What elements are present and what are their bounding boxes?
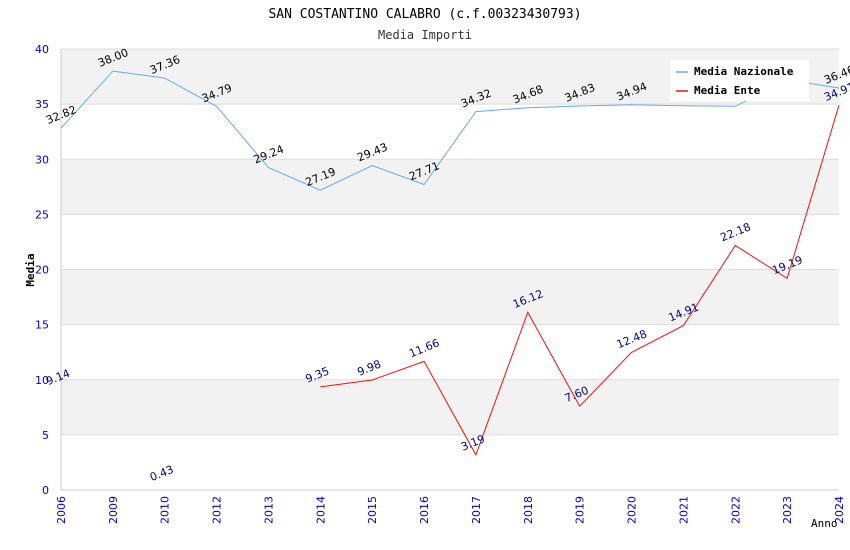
x-tick-label: 2009 — [107, 496, 120, 524]
legend-label-nazionale: Media Nazionale — [694, 65, 794, 78]
y-tick-label: 15 — [35, 319, 49, 332]
y-tick-label: 30 — [35, 153, 49, 166]
y-tick-label: 20 — [35, 264, 49, 277]
data-label: 0.43 — [148, 463, 176, 484]
x-tick-label: 2024 — [833, 496, 846, 524]
data-label: 22.18 — [719, 220, 753, 244]
x-tick-label: 2012 — [211, 496, 224, 524]
y-tick-label: 35 — [35, 98, 49, 111]
chart-title: SAN COSTANTINO CALABRO (c.f.00323430793) — [268, 7, 581, 22]
x-tick-label: 2006 — [55, 496, 68, 524]
x-tick-label: 2014 — [314, 496, 327, 524]
grid-band — [61, 159, 839, 215]
y-tick-label: 25 — [35, 208, 49, 221]
series-line-media-nazionale — [60, 70, 840, 191]
x-tick-label: 2018 — [522, 496, 535, 524]
legend-label-ente: Media Ente — [694, 84, 761, 97]
x-axis-label: Anno — [811, 517, 838, 530]
y-tick-label: 10 — [35, 374, 49, 387]
data-label: 12.48 — [615, 327, 649, 351]
x-tick-label: 2015 — [366, 496, 379, 524]
data-label: 11.66 — [407, 336, 441, 360]
y-tick-label: 40 — [35, 43, 49, 56]
chart-subtitle: Media Importi — [378, 28, 472, 42]
x-tick-label: 2013 — [262, 496, 275, 524]
series-line-media-ente — [320, 104, 840, 457]
x-tick-label: 2010 — [159, 496, 172, 524]
x-tick-label: 2021 — [677, 496, 690, 524]
grid-band — [61, 269, 839, 325]
x-tick-label: 2017 — [470, 496, 483, 524]
x-tick-label: 2022 — [729, 496, 742, 524]
y-tick-label: 0 — [42, 484, 49, 497]
y-axis-label: Media — [24, 253, 37, 286]
data-label: 9.98 — [355, 358, 383, 379]
legend: Media Nazionale Media Ente — [670, 60, 809, 101]
x-tick-label: 2019 — [574, 496, 587, 524]
x-tick-label: 2016 — [418, 496, 431, 524]
x-tick-label: 2023 — [781, 496, 794, 524]
x-tick-label: 2020 — [626, 496, 639, 524]
y-tick-label: 5 — [42, 429, 49, 442]
